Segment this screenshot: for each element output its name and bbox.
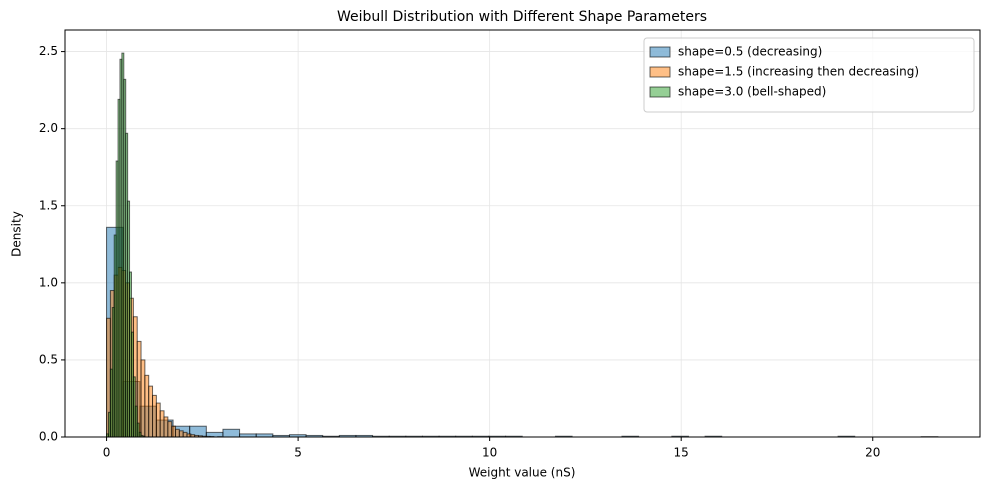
legend-box xyxy=(643,37,975,113)
chart-title: Weibull Distribution with Different Shap… xyxy=(337,9,707,25)
y-tick-label: 2.5 xyxy=(39,44,58,58)
y-tick-label: 1.5 xyxy=(39,198,58,212)
legend-label: shape=3.0 (bell-shaped) xyxy=(678,85,826,99)
histogram-bar xyxy=(155,402,161,438)
x-tick-label: 20 xyxy=(865,446,880,460)
x-tick-label: 10 xyxy=(482,446,497,460)
x-tick-label: 0 xyxy=(103,446,111,460)
histogram-bar xyxy=(167,421,173,438)
histogram-bar xyxy=(222,428,241,438)
histogram-bar xyxy=(182,431,188,438)
x-axis-label: Weight value (nS) xyxy=(469,466,576,480)
y-tick-label: 0.5 xyxy=(39,352,58,366)
histogram-bar xyxy=(175,428,180,438)
legend-label: shape=1.5 (increasing then decreasing) xyxy=(678,65,919,79)
y-tick-label: 2.0 xyxy=(39,121,58,135)
legend-label: shape=0.5 (decreasing) xyxy=(678,45,822,59)
histogram-bar xyxy=(144,374,150,438)
y-tick-label: 0.0 xyxy=(39,430,58,444)
histogram-bar xyxy=(171,425,177,438)
y-axis-label: Density xyxy=(10,211,24,257)
plot-frame xyxy=(64,29,981,438)
x-tick-label: 5 xyxy=(294,446,302,460)
histogram-bar xyxy=(159,410,165,438)
legend-swatch xyxy=(649,86,671,98)
histogram-bar xyxy=(163,416,169,438)
y-tick-label: 1.0 xyxy=(39,275,58,289)
histogram-bar xyxy=(152,394,157,438)
histogram-bar xyxy=(178,430,184,438)
histogram-bar xyxy=(148,385,154,438)
legend-swatch xyxy=(649,66,671,78)
legend-swatch xyxy=(649,46,671,58)
histogram-bar xyxy=(140,359,146,438)
x-tick-label: 15 xyxy=(674,446,689,460)
